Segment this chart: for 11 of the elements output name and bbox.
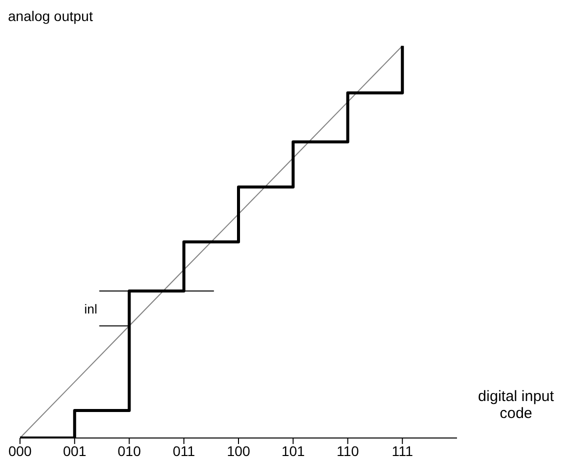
x-tick-label: 111 [392, 442, 414, 459]
x-tick-label: 101 [281, 442, 306, 459]
x-tick-label: 100 [226, 442, 250, 459]
y-axis-title: analog output [8, 8, 93, 24]
annotation: inl [84, 302, 98, 317]
x-tick-label: 011 [172, 442, 196, 459]
x-tick-label: 010 [118, 442, 142, 459]
x-axis-title: digital input code [477, 388, 555, 422]
x-tick-label: 000 [8, 442, 32, 459]
x-tick-label: 110 [336, 442, 360, 459]
x-tick-label: 001 [62, 442, 87, 459]
